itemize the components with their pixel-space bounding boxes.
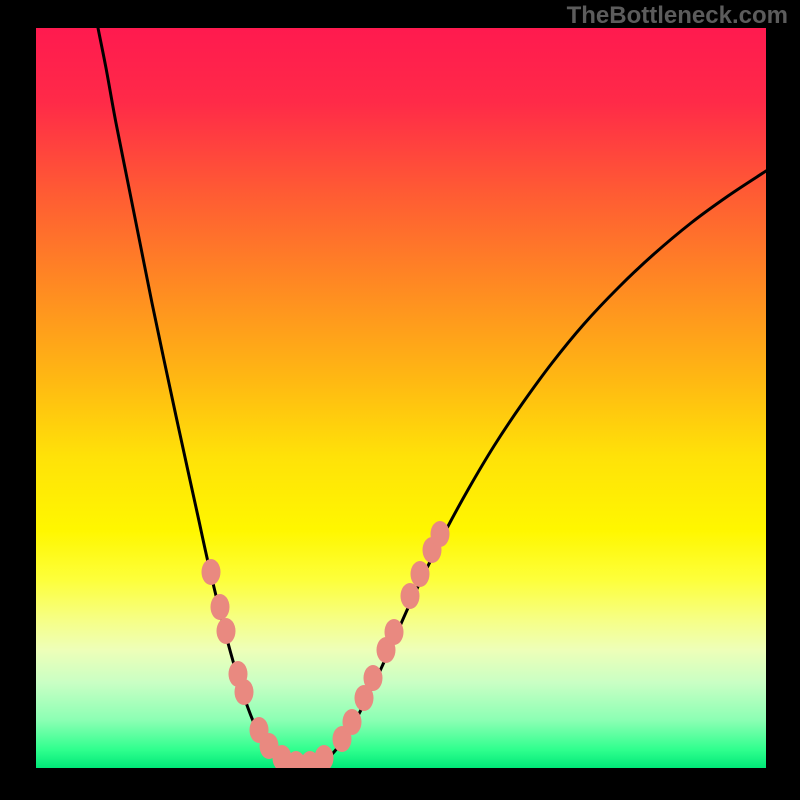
curve-marker xyxy=(364,665,383,691)
curve-marker xyxy=(343,709,362,735)
watermark-text: TheBottleneck.com xyxy=(567,2,788,30)
curve-marker xyxy=(385,619,404,645)
curve-marker xyxy=(401,583,420,609)
curve-marker xyxy=(202,559,221,585)
curve-marker xyxy=(431,521,450,547)
curve-marker xyxy=(235,679,254,705)
chart-plot-area xyxy=(36,28,766,768)
curve-marker xyxy=(411,561,430,587)
gradient-backdrop xyxy=(36,28,766,768)
curve-marker xyxy=(217,618,236,644)
chart-svg xyxy=(36,28,766,768)
curve-marker xyxy=(211,594,230,620)
